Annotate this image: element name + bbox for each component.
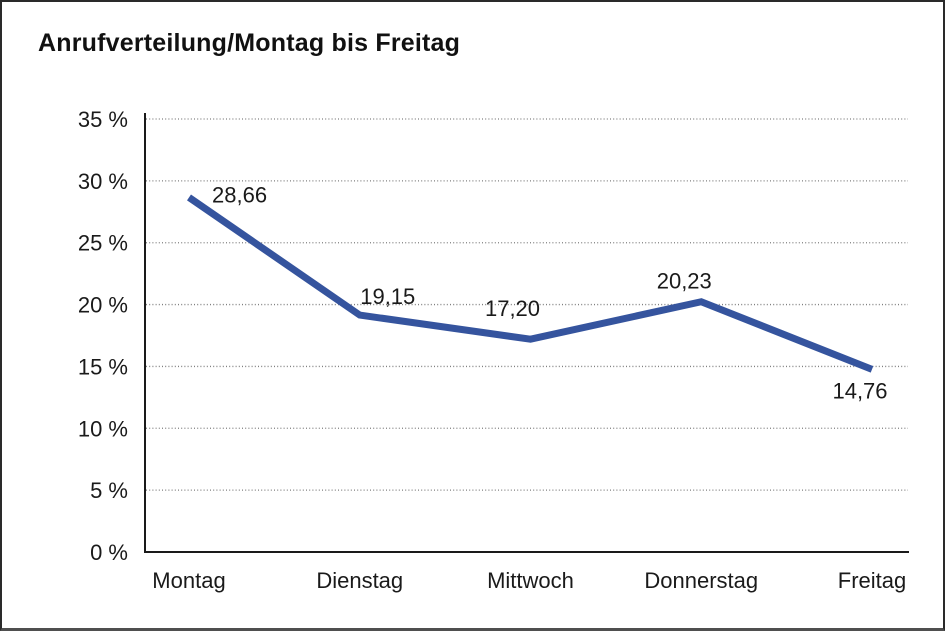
chart-title: Anrufverteilung/Montag bis Freitag [38,29,461,57]
data-point-label: 14,76 [832,378,887,403]
y-axis-tick-label: 15 % [78,354,128,379]
y-axis-tick-label: 0 % [90,540,128,565]
y-axis-tick-label: 25 % [78,231,128,256]
data-point-label: 17,20 [485,296,540,321]
x-axis-category-label: Dienstag [316,568,403,593]
x-axis-category-label: Freitag [838,568,906,593]
data-point-label: 28,66 [212,182,267,207]
data-point-label: 19,15 [360,284,415,309]
y-axis-tick-label: 5 % [90,478,128,503]
y-axis-tick-label: 30 % [78,169,128,194]
y-axis-tick-label: 10 % [78,416,128,441]
y-axis-tick-label: 35 % [78,107,128,132]
data-point-label: 20,23 [657,269,712,294]
x-axis-category-label: Montag [152,568,225,593]
data-series-line [187,194,874,373]
y-axis-tick-label: 20 % [78,293,128,318]
x-axis-category-label: Mittwoch [487,568,574,593]
x-axis-category-label: Donnerstag [644,568,758,593]
